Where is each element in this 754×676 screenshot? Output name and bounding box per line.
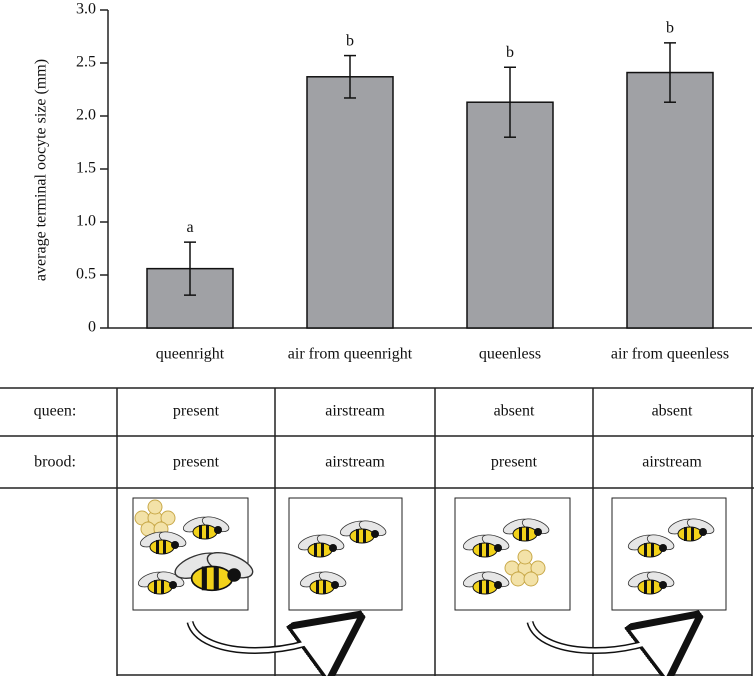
significance-letter: b	[346, 32, 354, 49]
y-tick-label: 0	[88, 319, 96, 336]
row-header: brood:	[34, 454, 76, 471]
x-tick-label: air from queenright	[288, 346, 413, 363]
y-tick-label: 1.0	[76, 213, 96, 230]
y-tick-label: 2.5	[76, 54, 96, 71]
y-axis-title: average terminal oocyte size (mm)	[33, 59, 50, 281]
y-tick-label: 1.5	[76, 160, 96, 177]
error-bar	[184, 241, 196, 296]
error-bar	[664, 42, 676, 103]
x-tick-label: queenless	[479, 346, 541, 363]
table-cell: airstream	[325, 403, 385, 420]
y-tick-label: 0.5	[76, 266, 96, 283]
error-bar	[344, 54, 356, 99]
table-cell: absent	[652, 403, 693, 420]
x-tick-label: air from queenless	[611, 346, 729, 363]
table-lines	[0, 387, 754, 676]
bar	[626, 71, 714, 329]
error-bar	[504, 66, 516, 138]
illustrations	[132, 497, 727, 651]
table-cell: airstream	[325, 454, 385, 471]
table-cell: present	[173, 454, 220, 471]
row-header: queen:	[34, 403, 77, 420]
significance-letter: b	[666, 20, 674, 37]
table-cell: present	[491, 454, 538, 471]
significance-letter: a	[186, 219, 193, 236]
table-cell: airstream	[642, 454, 702, 471]
significance-letter: b	[506, 44, 514, 61]
x-tick-label: queenright	[156, 346, 225, 363]
bar	[306, 76, 394, 329]
y-tick-label: 2.0	[76, 107, 96, 124]
table-cell: present	[173, 403, 220, 420]
table-cell: absent	[494, 403, 535, 420]
y-tick-label: 3.0	[76, 1, 96, 18]
